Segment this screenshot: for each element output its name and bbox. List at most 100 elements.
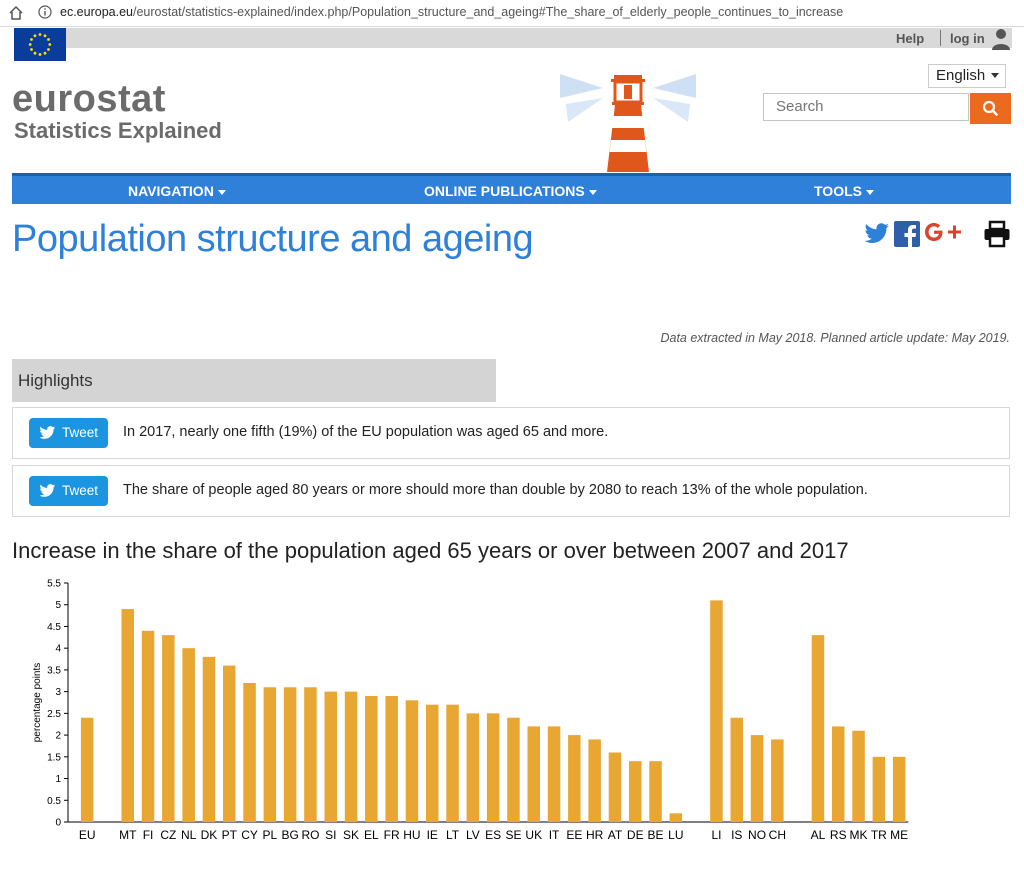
x-tick-label: CZ [160,828,176,842]
search-input[interactable] [763,93,969,121]
language-select[interactable]: English [928,64,1006,88]
highlight-item: Tweet The share of people aged 80 years … [12,465,1010,517]
y-tick-label: 3.5 [47,665,61,676]
bar-tr [872,756,886,822]
search-icon [982,100,998,116]
x-tick-label: TR [871,828,887,842]
y-tick-label: 5.5 [47,579,61,590]
highlights-header: Highlights [12,359,496,402]
language-selected: English [936,67,986,84]
bar-me [892,756,906,822]
x-tick-label: CH [769,828,786,842]
facebook-icon[interactable] [894,221,920,247]
bar-si [324,691,337,822]
chevron-down-icon [217,189,226,195]
x-tick-label: SI [325,828,336,842]
highlight-text: The share of people aged 80 years or mor… [123,482,868,498]
page-title: Population structure and ageing [12,218,534,260]
bar-hr [588,739,601,822]
x-tick-label: LV [466,828,480,842]
google-plus-icon[interactable] [922,219,964,247]
tweet-button[interactable]: Tweet [29,476,108,506]
bar-be [649,761,662,822]
bar-el [365,695,378,822]
x-tick-label: NL [181,828,197,842]
nav-navigation[interactable]: NAVIGATION [128,183,226,199]
help-link[interactable]: Help [896,31,925,46]
nav-online-publications[interactable]: ONLINE PUBLICATIONS [424,183,597,199]
chart-title: Increase in the share of the population … [12,538,849,563]
tweet-label: Tweet [62,483,99,498]
y-tick-label: 4.5 [47,622,61,633]
x-tick-label: EU [79,828,96,842]
bar-eu [80,717,94,822]
print-icon[interactable] [983,220,1011,248]
bar-is [730,717,743,822]
y-tick-label: 3 [55,687,61,698]
browser-address-bar: ec.europa.eu/eurostat/statistics-explain… [0,0,1024,27]
bar-lv [466,713,480,822]
url-path: /eurostat/statistics-explained/index.php… [132,5,844,19]
bar-ie [426,704,439,822]
bar-pl [263,687,277,822]
search-button[interactable] [970,93,1011,124]
nav-tools[interactable]: TOOLS [814,183,874,199]
x-tick-label: HR [586,828,604,842]
bar-es [486,713,500,822]
x-tick-label: EE [566,828,582,842]
y-tick-label: 1 [55,774,61,785]
bar-mk [852,730,865,822]
highlight-item: Tweet In 2017, nearly one fifth (19%) of… [12,407,1010,459]
logo-eurostat[interactable]: eurostat [12,78,166,120]
nav-label: NAVIGATION [128,183,214,199]
x-tick-label: AT [608,828,623,842]
x-tick-label: CY [241,828,258,842]
y-tick-label: 4 [55,644,61,655]
x-tick-label: MK [850,828,868,842]
y-tick-label: 5 [55,600,61,611]
bar-li [710,600,723,822]
x-tick-label: PT [222,828,238,842]
bar-dk [202,656,216,822]
bar-bg [283,687,297,822]
login-link[interactable]: log in [950,31,985,46]
twitter-icon [39,426,56,439]
x-tick-label: IE [427,828,438,842]
bar-ro [304,687,317,822]
bar-de [629,761,642,822]
nav-label: TOOLS [814,183,862,199]
x-tick-label: AL [811,828,826,842]
top-strip [66,28,1012,48]
chevron-down-icon [865,189,874,195]
y-tick-label: 0 [55,818,61,829]
bar-uk [527,726,540,822]
x-tick-label: UK [525,828,542,842]
x-tick-label: IT [549,828,560,842]
x-tick-label: IS [731,828,742,842]
data-extracted-note: Data extracted in May 2018. Planned arti… [660,331,1010,345]
tweet-button[interactable]: Tweet [29,418,108,448]
info-icon[interactable] [38,5,52,19]
twitter-icon[interactable] [864,222,890,246]
bar-fi [141,630,155,822]
x-tick-label: NO [748,828,766,842]
x-tick-label: RS [830,828,847,842]
bar-mt [121,609,134,822]
user-icon[interactable] [991,28,1011,50]
bar-no [750,735,764,822]
eu-flag-icon[interactable] [14,28,66,61]
y-tick-label: 2 [55,731,61,742]
chevron-down-icon [588,189,597,195]
x-tick-label: HU [403,828,420,842]
bar-nl [182,648,195,822]
x-tick-label: DK [201,828,218,842]
y-tick-label: 0.5 [47,796,61,807]
home-icon[interactable] [8,5,24,21]
bar-fr [385,695,398,822]
bar-se [507,717,520,822]
bar-pt [223,665,236,822]
x-tick-label: RO [301,828,319,842]
x-tick-label: ME [890,828,908,842]
logo-subtitle[interactable]: Statistics Explained [14,118,222,143]
url-field[interactable]: ec.europa.eu/eurostat/statistics-explain… [60,5,843,19]
